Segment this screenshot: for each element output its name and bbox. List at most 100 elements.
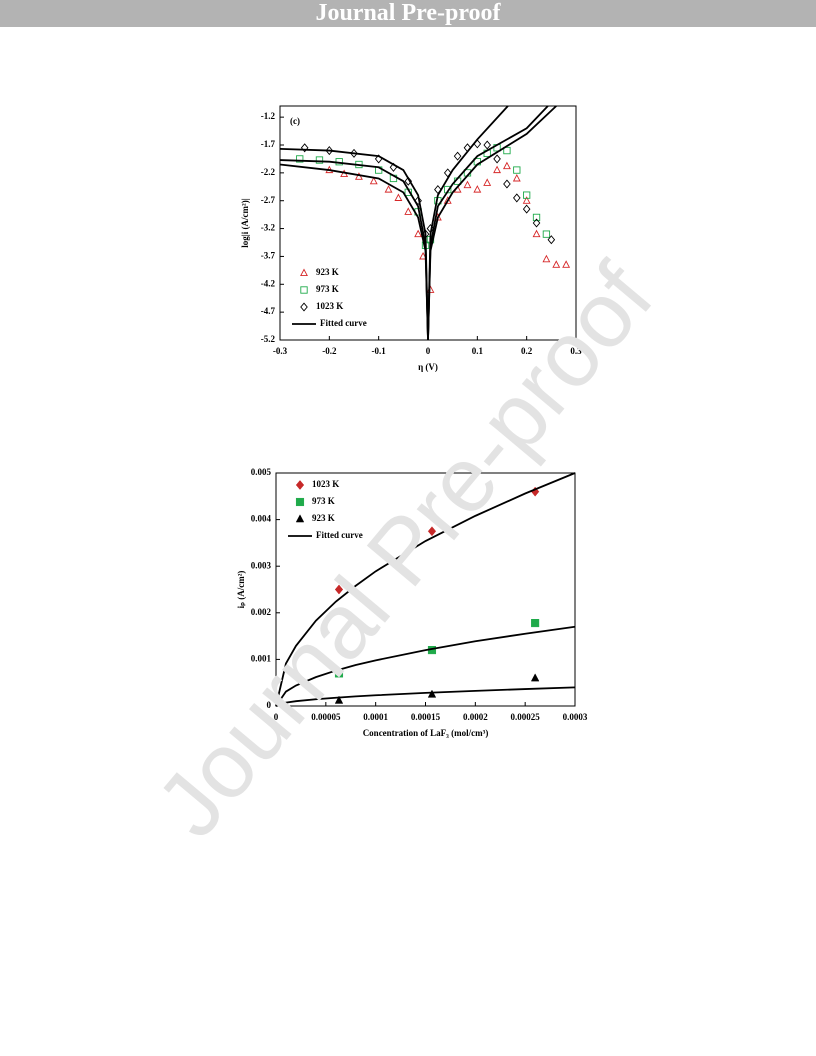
data-point <box>530 673 540 682</box>
data-point <box>503 179 511 189</box>
x-tick-label: -0.3 <box>273 346 288 356</box>
x-tick-label: 0.00005 <box>311 712 341 722</box>
y-tick-label: 0.002 <box>251 607 272 617</box>
panel-label: (c) <box>290 116 300 126</box>
data-point <box>334 695 344 704</box>
data-point <box>502 161 511 170</box>
y-axis-label: log|i (A/cm²)| <box>240 198 250 247</box>
data-point <box>532 229 541 238</box>
y-tick-label: -2.7 <box>261 195 276 205</box>
x-tick-label: -0.2 <box>322 346 337 356</box>
legend-label: 1023 K <box>316 301 343 311</box>
data-point <box>522 204 531 214</box>
data-point <box>522 196 531 204</box>
data-point <box>523 191 531 199</box>
y-tick-label: 0.004 <box>251 514 272 524</box>
data-point <box>354 172 363 180</box>
data-point <box>414 229 423 238</box>
data-point <box>404 176 413 186</box>
x-tick-label: 0 <box>426 346 431 356</box>
data-point <box>512 173 521 182</box>
y-tick-label: -4.2 <box>261 278 276 288</box>
data-point <box>300 143 309 153</box>
legend-label: 973 K <box>312 496 335 506</box>
data-point <box>547 235 556 245</box>
y-tick-label: -3.7 <box>261 250 276 260</box>
data-point <box>542 230 551 238</box>
legend-marker <box>300 268 308 277</box>
x-tick-label: 0.2 <box>521 346 533 356</box>
data-point <box>325 146 334 156</box>
data-point <box>419 251 428 260</box>
x-tick-label: 0 <box>274 712 279 722</box>
legend-label: 1023 K <box>312 479 339 489</box>
data-point <box>493 154 501 164</box>
data-point <box>463 180 472 189</box>
data-point <box>473 185 482 193</box>
data-point <box>334 584 344 595</box>
x-axis-label: Concentration of LaF₃ (mol/cm³) <box>363 728 489 738</box>
fitted-curve <box>275 472 576 707</box>
data-point <box>427 689 437 698</box>
data-point <box>503 146 511 155</box>
y-tick-label: -1.2 <box>261 111 276 121</box>
data-point <box>531 619 540 628</box>
legend-label: 923 K <box>316 267 339 277</box>
legend-marker <box>295 480 305 490</box>
data-point <box>315 156 324 164</box>
data-point <box>296 155 304 163</box>
fitted-curve <box>275 686 576 707</box>
data-point <box>532 213 541 222</box>
data-point <box>552 260 561 268</box>
y-tick-label: 0.001 <box>251 653 272 663</box>
plot-frame <box>275 472 576 707</box>
x-tick-label: 0.0003 <box>563 712 588 722</box>
data-point <box>426 285 435 293</box>
data-point <box>369 176 378 185</box>
legend-marker <box>295 497 305 507</box>
legend-label: 973 K <box>316 284 339 294</box>
fitted-curve <box>275 625 576 707</box>
y-tick-label: -4.7 <box>261 306 276 316</box>
legend-label: 923 K <box>312 513 335 523</box>
data-point <box>562 260 571 268</box>
x-tick-label: 0.0002 <box>463 712 488 722</box>
x-tick-label: -0.1 <box>372 346 387 356</box>
legend-label: Fitted curve <box>316 530 363 540</box>
header-title: Journal Pre-proof <box>0 0 816 27</box>
x-tick-label: 0.1 <box>472 346 484 356</box>
data-point <box>384 185 393 193</box>
x-axis-label: η (V) <box>418 362 438 372</box>
fitted-curve <box>279 105 509 341</box>
fitted-curve <box>279 105 557 341</box>
y-tick-label: 0.003 <box>251 560 272 570</box>
data-point <box>427 526 437 537</box>
data-point <box>404 207 413 215</box>
data-point <box>483 178 492 186</box>
data-point <box>532 218 541 228</box>
y-tick-label: 0.005 <box>251 467 272 477</box>
data-point <box>513 193 521 203</box>
x-tick-label: 0.00025 <box>511 712 541 722</box>
x-tick-label: 0.00015 <box>411 712 441 722</box>
legend-marker <box>300 302 308 312</box>
data-point <box>350 148 358 158</box>
legend-marker <box>300 286 308 294</box>
data-point <box>493 165 502 174</box>
y-tick-label: -5.2 <box>261 334 276 344</box>
legend-marker <box>295 514 305 523</box>
y-tick-label: -2.2 <box>261 167 276 177</box>
x-tick-label: 0.0001 <box>363 712 388 722</box>
legend-label: Fitted curve <box>320 318 367 328</box>
y-tick-label: -1.7 <box>261 139 276 149</box>
y-tick-label: -3.2 <box>261 223 276 233</box>
x-tick-label: 0.3 <box>570 346 582 356</box>
data-point <box>513 166 521 174</box>
data-point <box>483 140 491 150</box>
y-tick-label: 0 <box>267 700 272 710</box>
data-point <box>394 193 403 201</box>
data-point <box>443 196 452 204</box>
data-point <box>542 254 551 263</box>
